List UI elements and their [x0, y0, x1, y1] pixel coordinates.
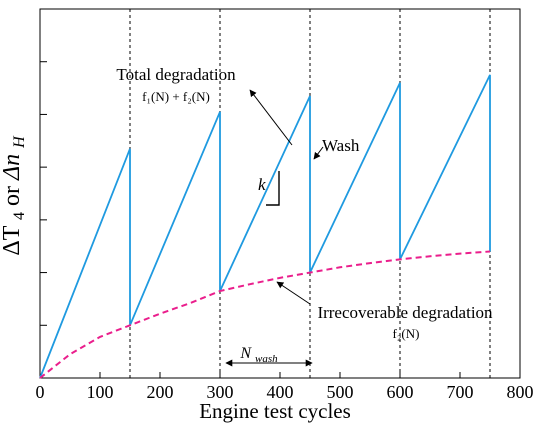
y-axis-label-part1: ΔT	[0, 225, 25, 255]
annotation-total-degradation: Total degradation f₁(N) + f₂(N)	[116, 65, 236, 104]
irrecoverable-degradation-formula: f₂(N)	[393, 326, 420, 341]
x-tick-label: 200	[147, 382, 174, 402]
x-tick-label: 300	[207, 382, 234, 402]
slope-indicator	[266, 171, 280, 206]
x-tick-label: 0	[36, 382, 45, 402]
x-tick-label: 100	[87, 382, 114, 402]
svg-text:ΔT 4 or: ΔT 4 or Δn H	[0, 135, 28, 256]
y-axis-label-part2-sub: H	[11, 135, 28, 149]
arrow-wash	[313, 146, 324, 160]
x-axis-label: Engine test cycles	[199, 399, 351, 423]
nwash-sub: wash	[255, 353, 278, 365]
y-axis-label-part2: Δn	[0, 154, 25, 181]
x-tick-label: 500	[327, 382, 354, 402]
x-tick-label: 600	[387, 382, 414, 402]
y-axis-label-middle: or	[0, 180, 25, 206]
x-tick-label: 800	[507, 382, 534, 402]
nwash-label: N wash	[239, 345, 278, 365]
x-tick-label: 400	[267, 382, 294, 402]
irrecoverable-degradation-label: Irrecoverable degradation	[317, 303, 493, 322]
wash-label: Wash	[322, 136, 360, 155]
y-axis-label: ΔT 4 or Δn H	[0, 135, 28, 256]
y-axis-label-part1-sub: 4	[11, 212, 28, 220]
arrow-irrecoverable	[276, 281, 311, 305]
arrow-total-to-wash	[249, 89, 293, 146]
slope-label: k	[258, 175, 266, 194]
series-group	[39, 74, 491, 379]
total-degradation-formula: f₁(N) + f₂(N)	[142, 89, 210, 104]
ticks-group: 0 100 200 300 400 500 600 700 800	[36, 8, 534, 402]
x-tick-label: 700	[447, 382, 474, 402]
nwash-main: N	[239, 345, 252, 362]
total-degradation-label: Total degradation	[116, 65, 236, 84]
total-degradation-line	[39, 74, 491, 379]
